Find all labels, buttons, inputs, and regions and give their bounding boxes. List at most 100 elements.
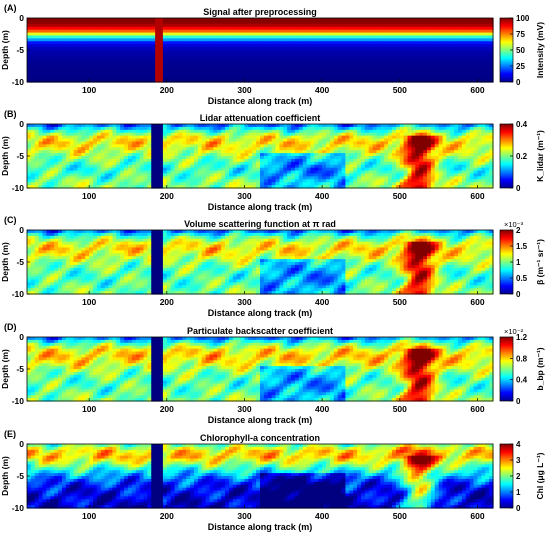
heatmap-cell (69, 67, 75, 71)
heatmap-cell (182, 79, 187, 83)
heatmap-cell (174, 79, 180, 83)
x-tick-label: 400 (315, 85, 329, 95)
heatmap-cell (228, 67, 234, 71)
heatmap-cell (209, 50, 214, 54)
heatmap-cell (364, 67, 370, 71)
heatmap-cell (473, 38, 479, 42)
heatmap-cell (306, 79, 312, 83)
heatmap-cell (34, 52, 40, 57)
heatmap-cell (430, 26, 436, 31)
heatmap-cell (162, 58, 168, 63)
heatmap-cell (411, 76, 416, 80)
heatmap-cell (461, 23, 467, 28)
heatmap-cell (458, 29, 463, 34)
heatmap-cell (197, 79, 203, 83)
heatmap-cell (372, 32, 378, 37)
heatmap-cell (411, 70, 416, 74)
heatmap-cell (263, 79, 269, 83)
heatmap-cell (294, 73, 300, 77)
heatmap-cell (419, 52, 424, 57)
heatmap-cell (345, 79, 350, 83)
heatmap-cell (162, 76, 168, 80)
heatmap-cell (50, 35, 55, 39)
heatmap-cell (357, 41, 362, 45)
heatmap-cell (73, 52, 79, 57)
heatmap-cell (329, 73, 335, 77)
heatmap-cell (442, 32, 447, 37)
heatmap-cell (283, 76, 288, 80)
heatmap-cell (469, 20, 475, 25)
heatmap-cell (248, 32, 253, 37)
heatmap-cell (61, 41, 67, 45)
heatmap-cell (256, 29, 261, 34)
heatmap-cell (205, 76, 211, 80)
heatmap-cell (186, 79, 191, 83)
heatmap-cell (112, 18, 117, 22)
heatmap-cell (186, 61, 191, 66)
heatmap-cell (263, 70, 269, 74)
heatmap-cell (147, 76, 152, 80)
heatmap-cell (147, 38, 152, 42)
heatmap-cell (438, 35, 444, 39)
heatmap-cell (120, 50, 125, 54)
heatmap-cell (461, 79, 467, 83)
heatmap-cell (260, 38, 265, 42)
heatmap-cell (368, 76, 374, 80)
heatmap-cell (376, 79, 381, 83)
heatmap-cell (287, 50, 292, 54)
heatmap-cell (345, 50, 350, 54)
heatmap-cell (263, 26, 269, 31)
heatmap-cell (415, 32, 420, 37)
heatmap-cell (96, 20, 102, 25)
heatmap-cell (221, 61, 226, 66)
heatmap-cell (170, 18, 176, 22)
heatmap-cell (329, 70, 335, 74)
heatmap-cell (442, 38, 447, 42)
heatmap-cell (236, 32, 242, 37)
heatmap-cell (326, 79, 331, 83)
heatmap-cell (465, 79, 471, 83)
heatmap-cell (454, 20, 459, 25)
heatmap-cell (326, 50, 331, 54)
heatmap-cell (205, 26, 211, 31)
heatmap-cell (260, 79, 265, 83)
heatmap-cell (450, 47, 455, 51)
heatmap-cell (322, 76, 327, 80)
heatmap-cell (430, 61, 436, 66)
heatmap-cell (170, 38, 176, 42)
heatmap-cell (108, 61, 114, 66)
heatmap-cell (178, 52, 183, 57)
heatmap-cell (120, 18, 125, 22)
heatmap-cell (54, 79, 59, 83)
heatmap-cell (267, 61, 273, 66)
heatmap-cell (217, 47, 222, 51)
heatmap-cell (430, 44, 436, 48)
heatmap-cell (182, 61, 187, 66)
heatmap-cell (73, 41, 79, 45)
heatmap-cell (217, 35, 222, 39)
heatmap-cell (388, 38, 393, 42)
heatmap-cell (81, 52, 86, 57)
heatmap-cell (30, 61, 36, 66)
heatmap-cell (438, 67, 444, 71)
heatmap-cell (341, 67, 347, 71)
heatmap-cell (419, 32, 424, 37)
heatmap-cell (73, 76, 79, 80)
heatmap-cell (221, 20, 226, 25)
heatmap-cell (419, 50, 424, 54)
heatmap-cell (263, 67, 269, 71)
heatmap-cell (368, 44, 374, 48)
heatmap-cell (329, 58, 335, 63)
heatmap-cell (127, 76, 133, 80)
heatmap-cell (197, 29, 203, 34)
heatmap-cell (112, 58, 117, 63)
heatmap-cell (473, 41, 479, 45)
heatmap-cell (419, 76, 424, 80)
heatmap-cell (131, 18, 137, 22)
heatmap-cell (112, 76, 117, 80)
heatmap-cell (244, 70, 249, 74)
heatmap-cell (54, 20, 59, 25)
heatmap-cell (430, 64, 436, 69)
heatmap-cell (458, 38, 463, 42)
heatmap-cell (42, 50, 48, 54)
